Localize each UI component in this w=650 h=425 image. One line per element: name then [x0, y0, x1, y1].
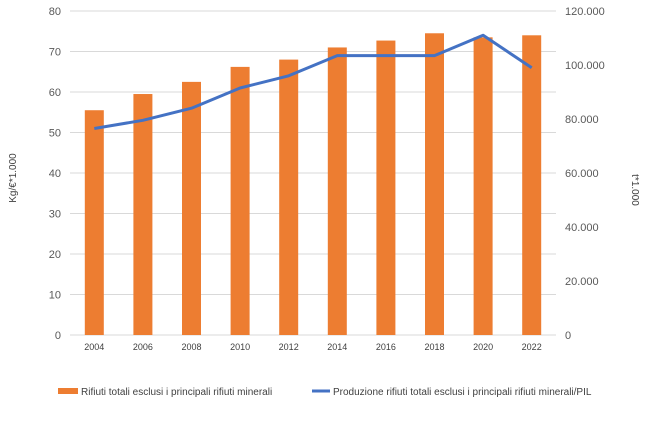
y2-tick-label: 120.000: [565, 6, 605, 18]
bar: [133, 94, 153, 336]
x-tick-label: 2020: [473, 342, 493, 352]
bar-series: [84, 33, 542, 336]
y-tick-label: 10: [49, 290, 61, 302]
y2-tick-label: 20.000: [565, 276, 599, 288]
bar: [279, 59, 299, 335]
legend: Rifiuti totali esclusi i principali rifi…: [58, 387, 592, 398]
y-tick-label: 30: [49, 209, 61, 221]
y-tick-label: 80: [49, 6, 61, 18]
x-tick-label: 2008: [181, 342, 201, 352]
x-tick-label: 2010: [230, 342, 250, 352]
y2-tick-label: 40.000: [565, 222, 599, 234]
y2-tick-label: 0: [565, 330, 571, 342]
x-tick-label: 2004: [84, 342, 104, 352]
y-tick-label: 60: [49, 87, 61, 99]
bar: [522, 35, 542, 336]
bar: [376, 40, 396, 335]
bar: [425, 33, 444, 336]
y2-tick-label: 60.000: [565, 168, 599, 180]
y-tick-label: 50: [49, 128, 61, 140]
line-series: [94, 33, 533, 130]
right-axis-ticks: 0 20.000 40.000 60.000 80.000 100.000 120.000: [565, 6, 605, 342]
x-tick-label: 2016: [376, 342, 396, 352]
bar: [84, 110, 104, 335]
legend-label-line: Produzione rifiuti totali esclusi i prin…: [333, 387, 592, 398]
x-axis-ticks: 2004 2006 2008 2010 2012 2014 2016 2018 2020 2022: [84, 342, 541, 352]
x-tick-label: 2018: [424, 342, 444, 352]
x-tick-label: 2006: [133, 342, 153, 352]
bar: [327, 47, 347, 335]
right-axis-title: t*1.000: [629, 174, 640, 206]
legend-label-bars: Rifiuti totali esclusi i principali rifi…: [81, 387, 272, 398]
y-tick-label: 70: [49, 47, 61, 59]
y-tick-label: 0: [55, 330, 61, 342]
left-axis-title: Kg/€*1.000: [8, 153, 19, 203]
x-tick-label: 2022: [522, 342, 542, 352]
y-tick-label: 40: [49, 168, 61, 180]
bar: [182, 81, 201, 335]
y-tick-label: 20: [49, 249, 61, 261]
legend-swatch-bars: [58, 388, 78, 394]
bar: [230, 66, 250, 335]
x-tick-label: 2012: [279, 342, 299, 352]
x-tick-label: 2014: [327, 342, 347, 352]
y2-tick-label: 100.000: [565, 60, 605, 72]
left-axis-ticks: 0 10 20 30 40 50 60 70 80: [49, 6, 61, 342]
y2-tick-label: 80.000: [565, 114, 599, 126]
bar: [473, 37, 493, 335]
